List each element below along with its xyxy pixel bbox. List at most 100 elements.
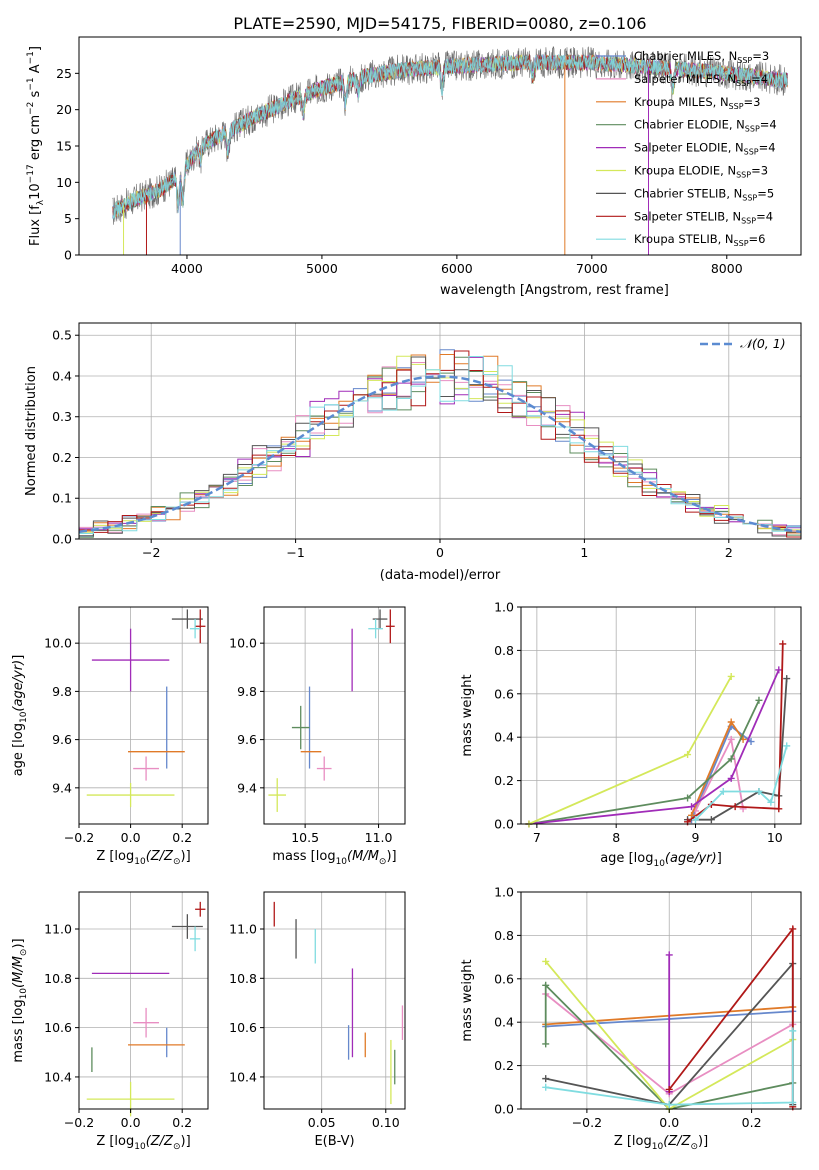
y-tick-label: 10.0	[229, 636, 257, 651]
series-marker	[542, 1083, 550, 1091]
mass_vs_ebv-panel: 0.05 0.10 10.4 10.6 10.8 11.0 E(B-V)	[229, 891, 406, 1149]
x-tick-label: 9	[692, 830, 700, 845]
legend-label: Salpeter STELIB, NSSP=4	[634, 209, 773, 225]
x-tick-label: 0.2	[742, 1115, 762, 1130]
legend-label: Salpeter MILES, NSSP=4	[634, 72, 768, 88]
age_vs_Z-panel: −0.2 0.0 0.2 9.4 9.6 9.8 10.0 Z [log10(Z/Z⊙)] ag…	[11, 606, 209, 867]
x-tick-label: 0.05	[308, 1115, 336, 1130]
series-marker	[767, 798, 775, 806]
x-axis-label: Z [log10(Z/Z⊙)]	[96, 1134, 190, 1152]
series-line-3	[528, 699, 760, 825]
series-marker	[688, 811, 696, 819]
legend-label: Salpeter ELODIE, NSSP=4	[634, 141, 776, 157]
x-tick-label: 7000	[576, 261, 608, 276]
y-tick-label: 10.4	[229, 1069, 257, 1084]
x-tick-label: 0.10	[372, 1115, 400, 1130]
y-tick-label: 0.2	[494, 773, 514, 788]
axes-frame	[520, 891, 802, 1110]
y-axis-label: Normed distribution	[24, 366, 39, 496]
y-tick-label: 11.0	[44, 921, 72, 936]
series-line-3	[544, 983, 793, 1110]
massweight_vs_Z-panel: −0.2 0.0 0.2 0.0 0.2 0.4 0.6 0.8 1.0 Z [log10(Z/Z…	[460, 885, 802, 1152]
legend-label: Kroupa ELODIE, NSSP=3	[634, 164, 768, 180]
y-tick-label: 0.2	[52, 450, 72, 465]
x-tick-label: 8000	[711, 261, 743, 276]
mass_vs_Z-panel: −0.2 0.0 0.2 10.4 10.6 10.8 11.0 Z [log10(Z/Z⊙)…	[11, 891, 209, 1152]
series-marker	[775, 666, 783, 674]
series-marker	[755, 696, 763, 704]
legend-label: Chabrier MILES, NSSP=3	[634, 49, 769, 65]
series-marker	[542, 957, 550, 965]
x-tick-label: −0.2	[64, 1115, 94, 1130]
series-marker	[727, 755, 735, 763]
x-axis-label: wavelength [Angstrom, rest frame]	[440, 283, 669, 298]
y-axis-label: mass [log10(M/M⊙)]	[11, 938, 29, 1062]
y-tick-label: 25	[56, 66, 72, 81]
x-tick-label: 7	[533, 830, 541, 845]
x-axis-label: Z [log10(Z/Z⊙)]	[614, 1134, 708, 1152]
y-tick-label: 10.8	[229, 971, 257, 986]
axes-frame	[263, 606, 406, 825]
series-marker	[684, 751, 692, 759]
y-tick-label: 0.0	[494, 817, 514, 832]
y-tick-label: 20	[56, 102, 72, 117]
y-tick-label: 1.0	[494, 885, 514, 900]
series-line-4	[528, 669, 780, 825]
hist-step-8	[79, 356, 801, 534]
y-axis-label: Flux [fλ10−17 erg cm−2 s−1 A−1]	[26, 46, 46, 246]
series-marker	[707, 816, 715, 824]
series-marker	[779, 640, 787, 648]
histogram-panel: −2 −1 0 1 2 0.0 0.1 0.2 0.3 0.4 0.5 (data-model)/er…	[24, 322, 802, 583]
y-tick-label: 0.0	[52, 532, 72, 547]
series-marker	[783, 742, 791, 750]
x-tick-label: 11.0	[365, 830, 393, 845]
massweight_vs_age-panel: 7 8 9 10 0.0 0.2 0.4 0.6 0.8 1.0 age [log10(age/yr…	[460, 600, 802, 869]
series-marker	[747, 738, 755, 746]
series-marker	[789, 1098, 797, 1106]
y-tick-label: 0.3	[52, 409, 72, 424]
x-tick-label: 2	[725, 545, 733, 560]
series-marker	[789, 925, 797, 933]
axes-frame	[78, 606, 209, 825]
y-axis-label: age [log10(age/yr)]	[11, 655, 29, 777]
x-axis-label: E(B-V)	[314, 1134, 354, 1149]
y-axis-label: mass weight	[460, 959, 475, 1041]
x-axis-label: mass [log10(M/M⊙)]	[272, 849, 396, 867]
legend-label: Chabrier ELODIE, NSSP=4	[634, 118, 777, 134]
spectrum-panel: 4000 5000 6000 7000 8000 0 5 10 15 20 25 wavelength…	[26, 36, 802, 298]
series-marker	[727, 718, 735, 726]
series-marker	[731, 803, 739, 811]
series-marker	[665, 1101, 673, 1109]
y-axis-label: mass weight	[460, 674, 475, 756]
axes-frame	[520, 606, 802, 825]
x-tick-label: 1	[580, 545, 588, 560]
series-marker	[692, 816, 700, 824]
y-tick-label: 0.8	[494, 928, 514, 943]
x-tick-label: 0.2	[172, 830, 192, 845]
x-tick-label: −0.2	[64, 830, 94, 845]
y-tick-label: 0.6	[494, 686, 514, 701]
legend-label: Chabrier STELIB, NSSP=5	[634, 186, 774, 202]
y-tick-label: 0.8	[494, 643, 514, 658]
y-tick-label: 0	[64, 248, 72, 263]
x-tick-label: 0.0	[659, 1115, 679, 1130]
legend-label: 𝒩(0, 1)	[740, 336, 786, 351]
y-tick-label: 10.6	[229, 1020, 257, 1035]
series-marker	[775, 805, 783, 813]
y-tick-label: 9.6	[52, 732, 72, 747]
x-tick-label: 0	[436, 545, 444, 560]
series-marker	[727, 735, 735, 743]
axes-frame	[78, 891, 209, 1110]
spectrum-line-10	[112, 54, 788, 219]
y-tick-label: 11.0	[229, 921, 257, 936]
x-tick-label: 0.0	[121, 1115, 141, 1130]
y-tick-label: 0.1	[52, 491, 72, 506]
series-marker	[688, 803, 696, 811]
y-tick-label: 0.0	[494, 1102, 514, 1117]
y-tick-label: 0.4	[494, 730, 514, 745]
series-marker	[665, 1085, 673, 1093]
y-tick-label: 0.6	[494, 971, 514, 986]
y-tick-label: 9.6	[237, 732, 257, 747]
legend-label: Kroupa STELIB, NSSP=6	[634, 232, 765, 248]
y-tick-label: 1.0	[494, 600, 514, 615]
